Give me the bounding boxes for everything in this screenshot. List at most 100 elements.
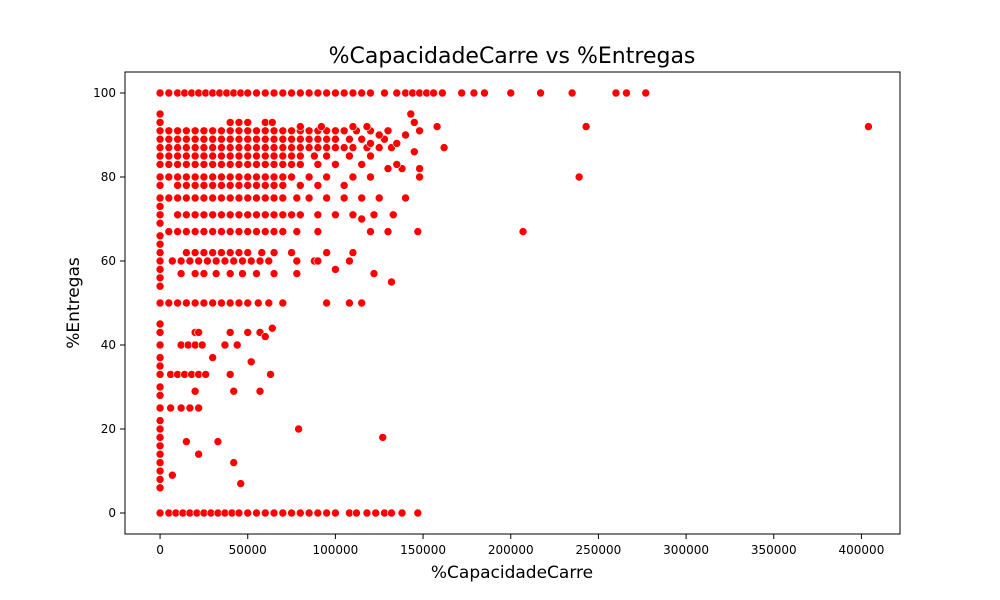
data-point [168,256,177,266]
data-point [155,328,165,337]
data-point [357,160,367,169]
data-point [345,151,354,161]
data-point [199,248,209,257]
data-point [208,143,217,152]
data-point [208,151,217,161]
data-point [339,88,349,98]
data-point [264,256,274,266]
data-point [357,134,367,144]
data-point [234,298,244,308]
y-tick-label: 0 [108,506,116,520]
data-point [388,210,398,220]
data-point [225,269,235,278]
data-point [217,143,226,152]
data-point [208,298,217,308]
data-point [269,181,279,190]
data-point [252,126,261,136]
data-point [155,416,165,425]
data-point [413,508,423,518]
data-point [166,403,175,413]
data-point [352,508,361,518]
data-point [313,210,323,220]
data-point [211,256,221,266]
data-point [164,88,174,98]
data-point [190,193,200,203]
data-point [182,193,191,203]
data-point [518,227,528,236]
data-point [217,248,226,257]
data-point [322,193,331,203]
data-point [252,143,261,152]
data-point [246,357,256,367]
data-point [339,181,349,190]
data-point [260,181,270,190]
data-point [260,143,270,152]
data-point [234,143,244,152]
data-point [217,160,226,169]
data-point [269,193,279,203]
data-point [611,88,621,98]
data-point [173,151,182,161]
data-point [357,298,367,308]
data-point [190,134,200,144]
data-point [185,256,195,266]
data-point [287,248,296,257]
data-point [348,248,358,257]
data-point [567,88,577,98]
data-point [260,151,270,161]
data-point [199,193,209,203]
data-point [234,227,244,236]
data-point [190,386,200,396]
data-point [246,256,256,266]
data-point [339,193,349,203]
data-point [374,193,384,203]
data-point [225,172,235,182]
data-point [173,298,182,308]
data-point [208,160,217,169]
data-point [264,298,274,308]
data-point [243,88,253,98]
data-point [278,151,288,161]
data-point [374,130,384,140]
data-point [392,139,402,148]
data-point [220,340,230,350]
data-point [173,134,182,144]
data-point [252,151,261,161]
data-point [269,134,279,144]
data-point [313,256,323,266]
data-point [225,181,235,190]
data-point [176,403,186,413]
data-point [208,193,217,203]
data-point [199,134,209,144]
data-point [369,210,379,220]
data-point [387,508,396,518]
data-point [155,403,165,413]
data-point [278,160,288,169]
data-point [173,193,182,203]
data-point [278,181,288,190]
data-point [348,88,358,98]
data-point [304,193,314,203]
data-point [269,151,279,161]
data-point [168,470,177,480]
data-point [278,143,288,152]
data-point [213,437,223,446]
data-point [252,134,261,144]
data-point [287,172,296,182]
data-point [383,126,393,136]
data-point [410,147,419,157]
data-point [190,126,200,136]
data-point [199,298,209,308]
data-point [269,269,279,278]
data-point [155,281,165,291]
data-point [387,277,396,287]
data-point [380,88,389,98]
data-point [345,298,354,308]
data-point [252,172,261,182]
data-point [217,172,226,182]
data-point [439,143,449,152]
data-point [260,227,270,236]
data-point [234,172,244,182]
data-point [292,269,302,278]
data-point [269,508,279,518]
